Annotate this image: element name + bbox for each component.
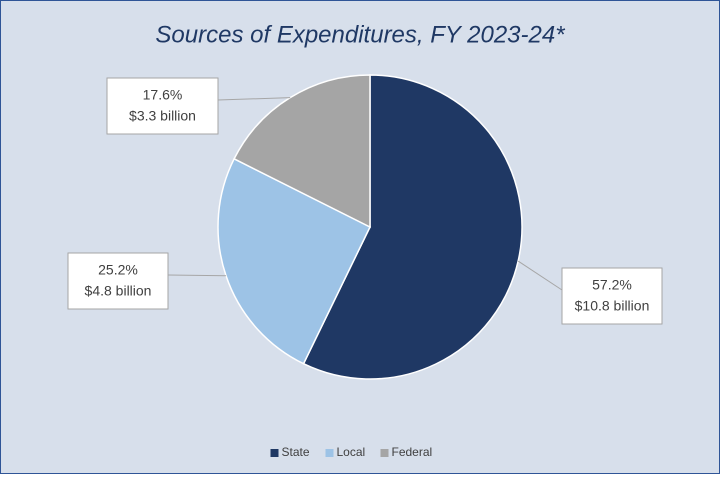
pie-slice [302,74,523,380]
data-label: $4.8 billion [85,283,152,299]
data-label: 57.2% [592,277,632,293]
data-label-box [561,267,663,325]
data-label: 25.2% [98,262,138,278]
legend-label: State [282,445,310,459]
legend-label: Local [337,445,366,459]
data-label: $10.8 billion [575,298,650,314]
data-label: $3.3 billion [129,108,196,124]
data-label: 17.6% [143,87,183,103]
pie-slice [233,74,371,229]
leader-line [217,97,291,101]
legend-label: Federal [392,445,433,459]
data-label-box [106,77,219,135]
chart-title: Sources of Expenditures, FY 2023-24* [155,21,565,48]
leader-line [167,274,227,277]
leader-line [517,260,563,291]
legend-swatch [380,449,389,457]
legend-swatch [325,449,334,457]
data-label-box [67,252,169,310]
legend-swatch [270,449,279,457]
